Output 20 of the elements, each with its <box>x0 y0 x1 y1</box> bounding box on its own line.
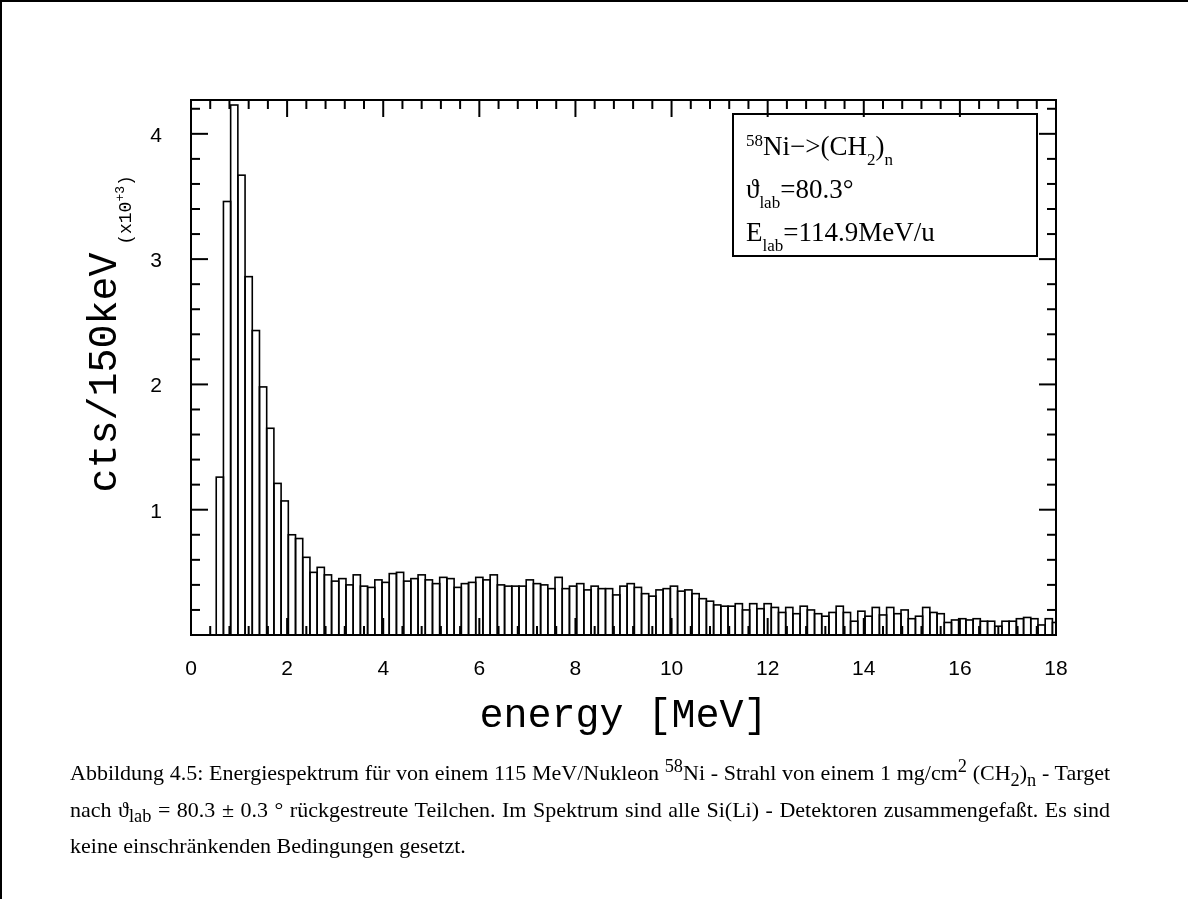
x-tick-label: 14 <box>852 656 876 679</box>
x-tick-label: 10 <box>659 656 684 679</box>
x-tick-label: 0 <box>185 656 197 679</box>
x-tick-label: 6 <box>473 656 486 679</box>
y-tick-label: 3 <box>150 248 162 272</box>
x-tick-label: 18 <box>1044 656 1068 679</box>
annotation: $^{58}$Ni−>(CH$_{2}$)$_{n}$ <box>746 130 894 169</box>
x-axis-title: energy [MeV] <box>479 694 768 739</box>
y-tick-label: 1 <box>150 498 162 522</box>
y-tick-label: 2 <box>150 373 162 397</box>
x-tick-label: 4 <box>377 656 390 679</box>
annotation: ϑ$_{lab}$=80.3° <box>746 174 854 212</box>
y-tick-label: 4 <box>150 122 163 146</box>
y-axis-title: cts/150keV <box>83 252 128 493</box>
x-tick-label: 16 <box>948 656 972 679</box>
text: Abbildung 4.5: Energiespektrum für von einem 115 MeV/Nukleon $^{58}$Ni - Strahl von einem 1 mg/cm$^{2}$ (CH$_{2}$)$_{n}$ - Target nach ϑ$_{lab}$ = 80.3 ± 0.3 ° rückgestreute Teilchen. Im Spektrum sind alle Si(Li) - Detektoren zusammengefaßt. Es sind keine einschränkenden Bedingungen gesetzt. <box>70 756 1111 859</box>
x-tick-label: 2 <box>281 656 293 679</box>
x-tick-label: 12 <box>755 656 780 679</box>
annotation: E$_{lab}$=114.9MeV/u <box>746 217 936 255</box>
x-tick-label: 8 <box>569 656 582 679</box>
